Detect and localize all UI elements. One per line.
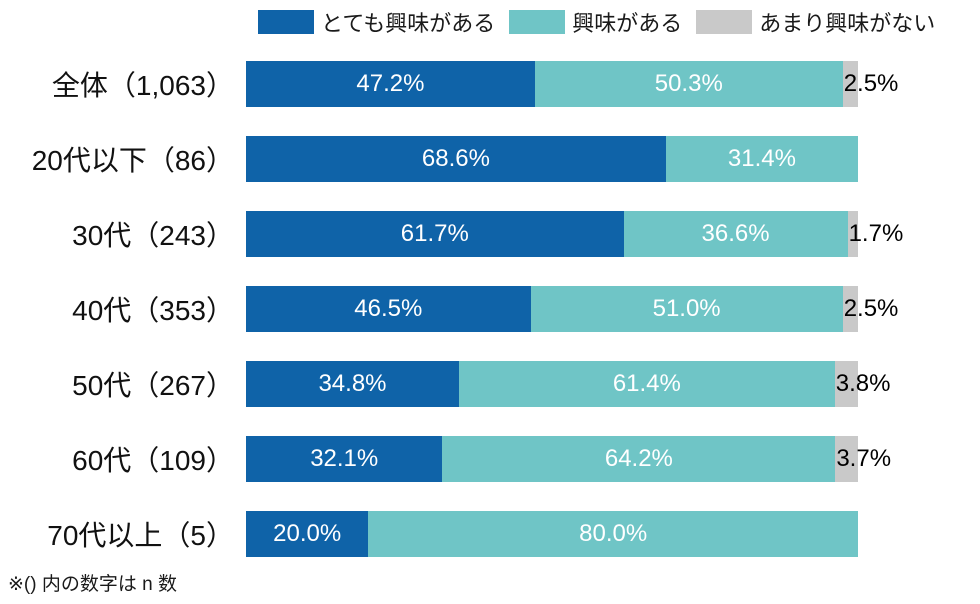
category-label: 70代以上（5） [47,520,234,551]
segment-value-label: 31.4% [727,145,796,172]
bar-segment-interested: 51.0% [530,286,843,332]
segment-value-label: 34.8% [318,370,387,397]
bar-segment-very-interested: 20.0% [246,511,369,557]
segment-value-label: 64.2% [604,445,673,472]
chart-row: 60代（109） 32.1% 64.2% 3.7% [0,436,980,482]
bar-segment-very-interested: 32.1% [246,436,443,482]
bar-rows: 全体（1,063） 47.2% 50.3% 2.5% 20代以下（86） 68.6% 31.… [0,61,980,557]
segment-value-label: 50.3% [654,70,723,97]
legend-item-not-very-interested: あまり興味がない [696,6,935,38]
bar-segment-interested: 31.4% [665,136,858,182]
bar-segment-not-very-interested: 1.7% [847,211,903,257]
bar-segment-very-interested: 47.2% [246,61,535,107]
bar-segment-interested: 50.3% [534,61,843,107]
legend-label-interested: 興味がある [572,11,683,36]
bar-segment-interested: 36.6% [623,211,848,257]
bar-segment-very-interested: 68.6% [246,136,666,182]
segment-value-label: 68.6% [421,145,490,172]
segment-value-label: 2.5% [843,295,899,322]
bar-segment-not-very-interested: 2.5% [842,61,898,107]
chart-row: 70代以上（5） 20.0% 80.0% [0,511,980,557]
bar-segment-very-interested: 61.7% [246,211,624,257]
legend-swatch-interested [509,10,566,34]
bar-track: 68.6% 31.4% [246,136,858,182]
bar-segment-interested: 64.2% [442,436,836,482]
footnote: ※() 内の数字は n 数 [8,574,177,595]
bar-track: 32.1% 64.2% 3.7% [246,436,891,482]
bar-track: 34.8% 61.4% 3.8% [246,361,890,407]
chart-row: 40代（353） 46.5% 51.0% 2.5% [0,286,980,332]
bar-segment-interested: 61.4% [458,361,835,407]
segment-value-label: 20.0% [273,520,342,547]
legend-item-very-interested: とても興味がある [258,6,495,38]
segment-value-label: 61.4% [612,370,681,397]
segment-value-label: 61.7% [400,220,469,247]
category-label: 全体（1,063） [51,70,234,101]
legend-swatch-very-interested [258,10,314,34]
segment-value-label: 3.8% [835,370,891,397]
bar-segment-very-interested: 46.5% [246,286,531,332]
bar-segment-not-very-interested: 3.7% [835,436,891,482]
bar-track: 61.7% 36.6% 1.7% [246,211,903,257]
legend: とても興味がある 興味がある あまり興味がない [258,6,980,38]
bar-segment-interested: 80.0% [368,511,858,557]
bar-track: 46.5% 51.0% 2.5% [246,286,898,332]
bar-segment-not-very-interested: 3.8% [834,361,890,407]
chart-row: 30代（243） 61.7% 36.6% 1.7% [0,211,980,257]
legend-swatch-not-very-interested [696,10,753,34]
bar-track: 20.0% 80.0% [246,511,858,557]
bar-segment-not-very-interested: 2.5% [842,286,898,332]
segment-value-label: 32.1% [310,445,379,472]
segment-value-label: 36.6% [701,220,770,247]
segment-value-label: 2.5% [843,70,899,97]
segment-value-label: 80.0% [579,520,648,547]
segment-value-label: 51.0% [652,295,721,322]
chart-row: 50代（267） 34.8% 61.4% 3.8% [0,361,980,407]
segment-value-label: 46.5% [354,295,423,322]
segment-value-label: 1.7% [848,220,904,247]
chart-row: 20代以下（86） 68.6% 31.4% [0,136,980,182]
category-label: 40代（353） [72,295,234,326]
category-label: 60代（109） [72,445,234,476]
legend-label-not-very-interested: あまり興味がない [759,11,936,36]
category-label: 30代（243） [72,220,234,251]
segment-value-label: 47.2% [356,70,425,97]
legend-item-interested: 興味がある [509,6,682,38]
category-label: 50代（267） [72,370,234,401]
category-label: 20代以下（86） [31,145,234,176]
bar-track: 47.2% 50.3% 2.5% [246,61,898,107]
segment-value-label: 3.7% [836,445,892,472]
chart-row: 全体（1,063） 47.2% 50.3% 2.5% [0,61,980,107]
bar-segment-very-interested: 34.8% [246,361,459,407]
legend-label-very-interested: とても興味がある [321,11,496,36]
